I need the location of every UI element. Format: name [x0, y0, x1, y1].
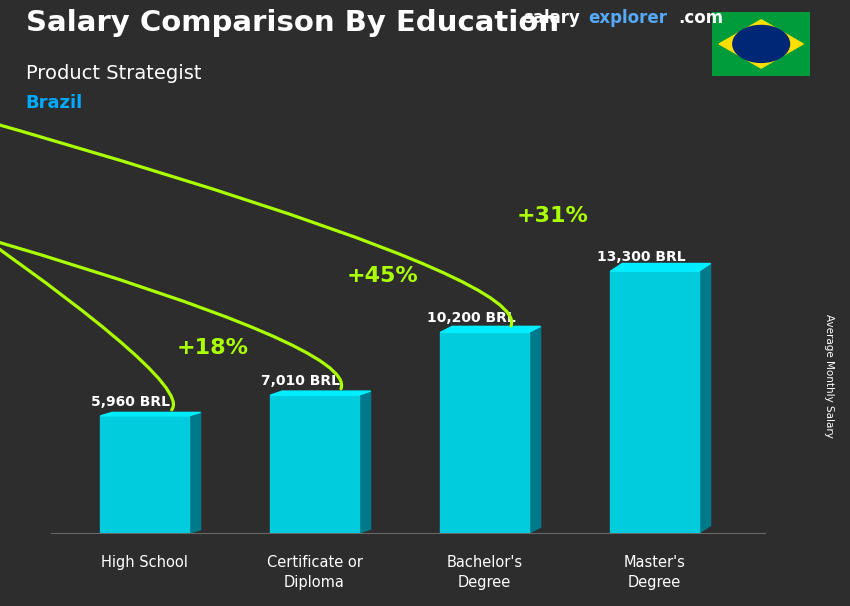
Polygon shape: [189, 412, 201, 533]
Text: explorer: explorer: [588, 9, 667, 27]
Text: 10,200 BRL: 10,200 BRL: [427, 311, 515, 325]
Text: +18%: +18%: [177, 338, 248, 358]
Text: Product Strategist: Product Strategist: [26, 64, 201, 82]
Bar: [270, 395, 359, 533]
Polygon shape: [100, 412, 201, 416]
Text: Average Monthly Salary: Average Monthly Salary: [824, 314, 834, 438]
Text: Salary Comparison By Education: Salary Comparison By Education: [26, 9, 558, 37]
Text: 13,300 BRL: 13,300 BRL: [597, 250, 685, 264]
Polygon shape: [529, 327, 541, 533]
Text: Brazil: Brazil: [26, 94, 82, 112]
Bar: [440, 332, 529, 533]
Text: +45%: +45%: [347, 267, 418, 287]
Polygon shape: [440, 327, 541, 332]
Text: .com: .com: [678, 9, 723, 27]
Circle shape: [733, 25, 790, 62]
Polygon shape: [610, 264, 711, 271]
Polygon shape: [359, 391, 371, 533]
Text: +31%: +31%: [517, 206, 588, 226]
Text: 7,010 BRL: 7,010 BRL: [262, 375, 340, 388]
Text: salary: salary: [523, 9, 580, 27]
Polygon shape: [719, 20, 803, 68]
Bar: [100, 416, 189, 533]
Polygon shape: [699, 264, 711, 533]
Bar: [610, 271, 699, 533]
Polygon shape: [270, 391, 371, 395]
Text: 5,960 BRL: 5,960 BRL: [92, 395, 170, 409]
